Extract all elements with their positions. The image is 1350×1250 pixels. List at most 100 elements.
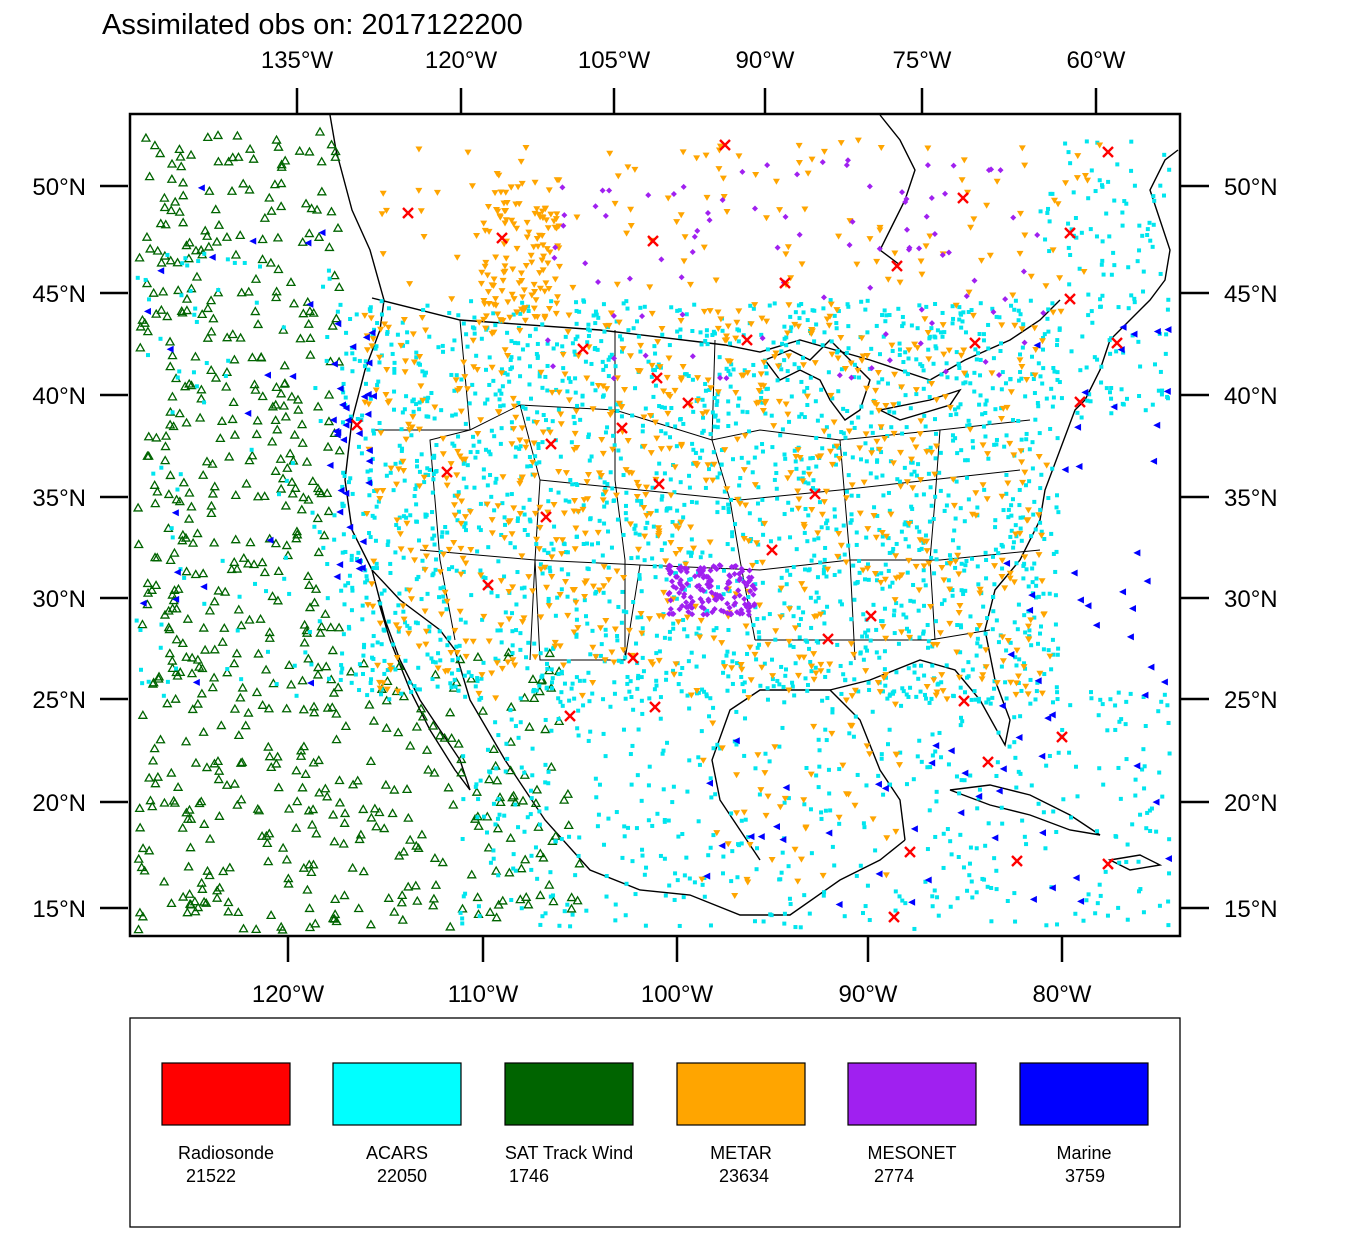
mesonet-marker — [639, 313, 646, 320]
acars-marker — [405, 340, 410, 345]
acars-marker — [1027, 628, 1032, 633]
metar-marker — [574, 353, 582, 360]
lat-label-left: 25°N — [32, 687, 86, 714]
acars-marker — [816, 785, 821, 790]
metar-marker — [998, 574, 1006, 581]
acars-marker — [175, 375, 180, 380]
metar-marker — [776, 804, 784, 811]
acars-marker — [1017, 657, 1022, 662]
sat-track-wind-marker — [313, 547, 324, 557]
marine-marker — [975, 792, 983, 800]
acars-marker — [765, 386, 770, 391]
acars-marker — [813, 399, 818, 404]
acars-marker — [790, 507, 795, 512]
acars-marker — [573, 390, 578, 395]
sat-track-wind-marker — [303, 494, 314, 504]
metar-marker — [420, 233, 428, 240]
acars-marker — [736, 339, 741, 344]
acars-marker — [1117, 719, 1122, 724]
acars-marker — [463, 421, 468, 426]
acars-marker — [1097, 178, 1102, 183]
acars-marker — [368, 468, 373, 473]
metar-marker — [890, 402, 898, 409]
sat-track-wind-marker — [328, 809, 339, 819]
metar-marker — [529, 588, 537, 595]
acars-marker — [657, 649, 662, 654]
sat-track-wind-marker — [181, 807, 192, 817]
metar-marker — [972, 490, 980, 497]
acars-marker — [996, 640, 1001, 645]
metar-marker — [955, 609, 963, 616]
acars-marker — [988, 701, 993, 706]
acars-marker — [965, 888, 970, 893]
acars-marker — [483, 401, 488, 406]
acars-marker — [537, 809, 542, 814]
acars-marker — [698, 555, 703, 560]
acars-marker — [760, 497, 765, 502]
acars-marker — [509, 420, 514, 425]
acars-marker — [1013, 298, 1018, 303]
acars-marker — [170, 535, 175, 540]
metar-marker — [497, 578, 505, 585]
acars-marker — [621, 609, 626, 614]
sat-track-wind-marker — [286, 391, 297, 401]
marine-marker — [1003, 559, 1011, 567]
acars-marker — [779, 367, 784, 372]
mesonet-marker — [626, 275, 633, 282]
sat-track-wind-marker — [219, 622, 230, 632]
acars-marker — [604, 894, 609, 899]
acars-marker — [868, 638, 873, 643]
acars-marker — [814, 590, 819, 595]
acars-marker — [599, 339, 604, 344]
acars-marker — [1132, 296, 1137, 301]
metar-marker — [637, 342, 645, 349]
acars-marker — [612, 443, 617, 448]
metar-marker — [749, 562, 757, 569]
marine-marker — [1153, 421, 1161, 429]
acars-marker — [740, 409, 745, 414]
acars-marker — [1098, 297, 1103, 302]
acars-marker — [1055, 922, 1060, 927]
metar-marker — [912, 563, 920, 570]
acars-marker — [746, 460, 751, 465]
acars-marker — [1030, 372, 1035, 377]
sat-track-wind-marker — [309, 597, 320, 607]
marine-marker — [171, 509, 179, 517]
acars-marker — [548, 870, 553, 875]
acars-marker — [677, 308, 682, 313]
acars-marker — [662, 856, 667, 861]
metar-marker — [946, 620, 954, 627]
acars-marker — [976, 796, 981, 801]
sat-track-wind-marker — [275, 453, 286, 463]
metar-marker — [735, 153, 743, 160]
acars-marker — [558, 699, 563, 704]
sat-track-wind-marker — [174, 144, 185, 154]
metar-marker — [940, 577, 948, 584]
sat-track-wind-marker — [214, 810, 225, 820]
metar-marker — [542, 280, 550, 287]
metar-marker — [889, 460, 897, 467]
metar-marker — [663, 374, 671, 381]
metar-marker — [715, 166, 723, 173]
acars-marker — [881, 792, 886, 797]
acars-marker — [1021, 563, 1026, 568]
mesonet-marker — [681, 591, 688, 598]
acars-marker — [782, 336, 787, 341]
acars-marker — [524, 655, 529, 660]
mesonet-marker — [745, 611, 752, 618]
acars-marker — [1125, 917, 1130, 922]
acars-marker — [460, 916, 465, 921]
metar-marker — [466, 509, 474, 516]
acars-marker — [875, 572, 880, 577]
metar-marker — [503, 199, 511, 206]
acars-marker — [607, 599, 612, 604]
acars-marker — [983, 411, 988, 416]
metar-marker — [722, 333, 730, 340]
acars-marker — [1009, 528, 1014, 533]
acars-marker — [546, 781, 551, 786]
metar-marker — [1004, 638, 1012, 645]
metar-marker — [654, 339, 662, 346]
acars-marker — [774, 486, 779, 491]
marine-marker — [1128, 604, 1136, 612]
metar-marker — [1004, 480, 1012, 487]
